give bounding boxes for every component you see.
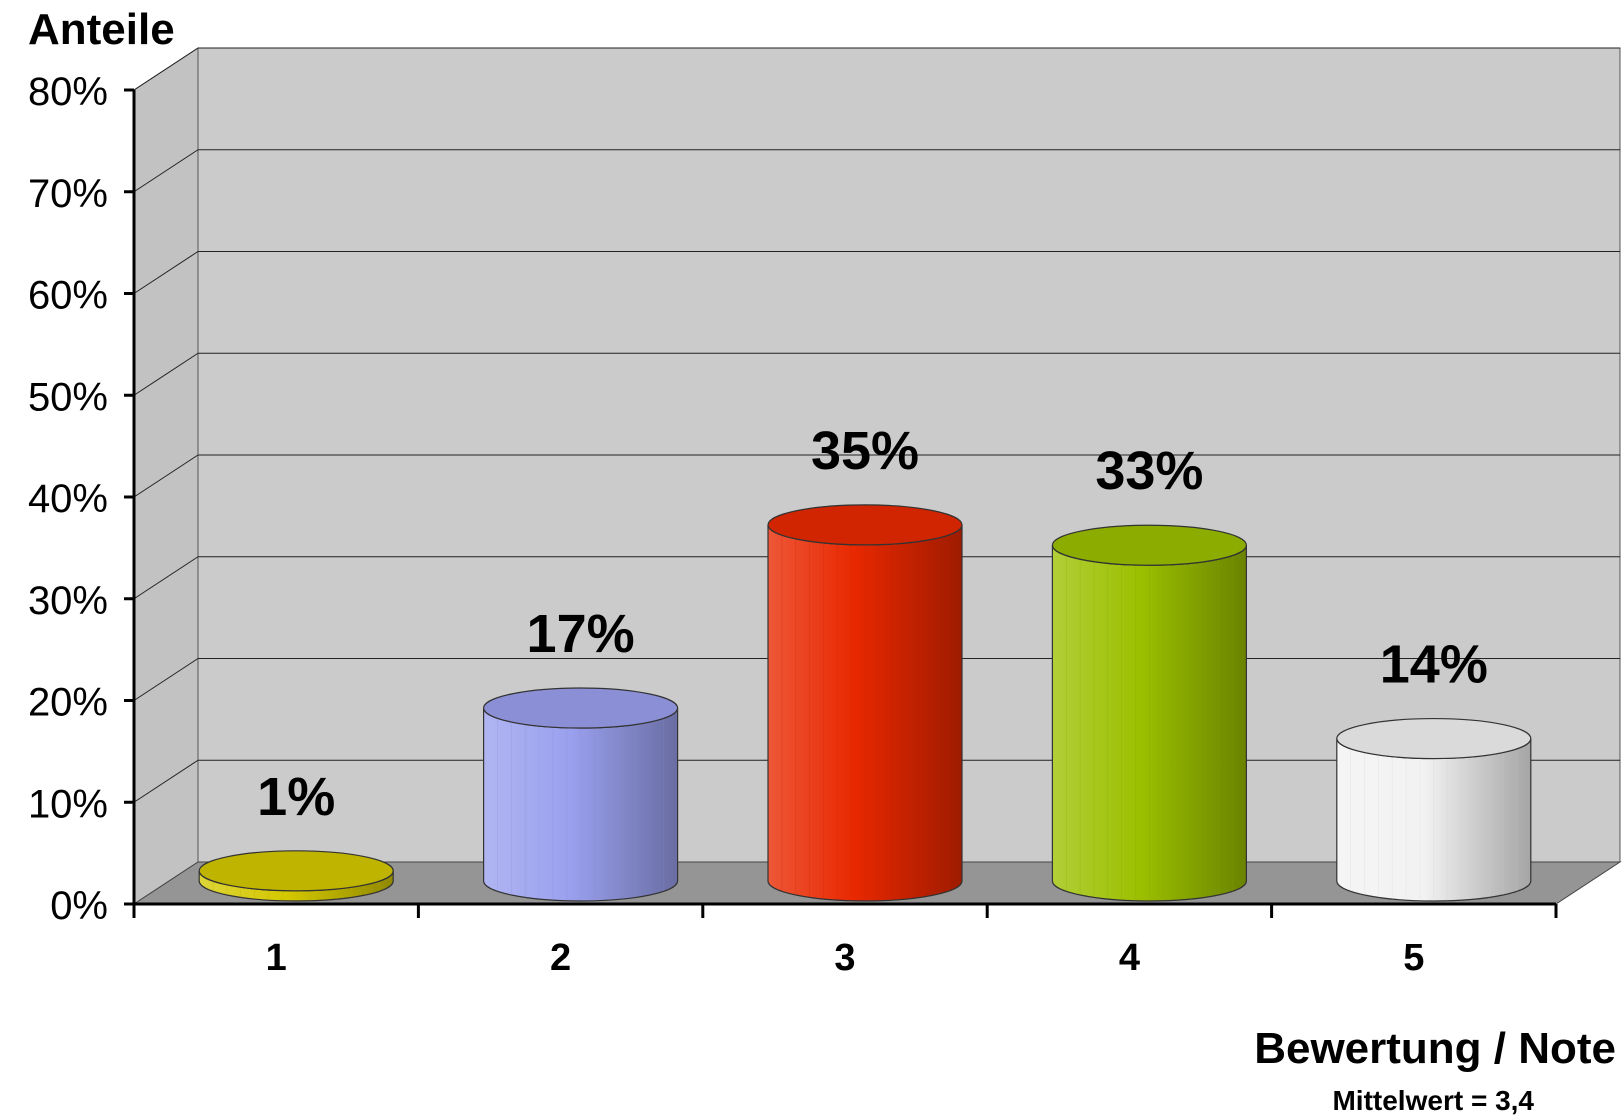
y-axis: 0% 10% 20% 30% 40% 50% 60% 70% 80%	[28, 70, 134, 928]
x-tick-label: 1	[266, 937, 287, 979]
bar-top	[768, 505, 962, 545]
y-tick-label: 50%	[28, 375, 108, 419]
bar-4	[1052, 525, 1246, 901]
x-tick-label: 4	[1119, 937, 1140, 979]
y-tick-label: 70%	[28, 172, 108, 216]
bar-top	[1337, 719, 1531, 759]
y-tick-label: 0%	[50, 884, 108, 928]
value-label: 33%	[1095, 441, 1203, 501]
x-axis: 1 2 3 4 5	[134, 904, 1556, 979]
y-tick-label: 60%	[28, 274, 108, 318]
value-label: 17%	[527, 604, 635, 664]
y-axis-title: Anteile	[28, 5, 175, 54]
bar-top	[484, 688, 678, 728]
bar-5	[1337, 719, 1531, 901]
bar-1	[199, 851, 393, 901]
x-axis-title: Bewertung / Note	[1254, 1024, 1616, 1073]
bar-3	[768, 505, 962, 901]
bar-top	[199, 851, 393, 891]
x-tick-label: 5	[1403, 937, 1424, 979]
x-tick-label: 2	[550, 937, 571, 979]
bar-top	[1052, 525, 1246, 565]
bar-2	[484, 688, 678, 901]
chart-subtitle: Mittelwert = 3,4	[1332, 1085, 1534, 1115]
y-tick-label: 20%	[28, 681, 108, 725]
y-tick-label: 30%	[28, 579, 108, 623]
y-tick-label: 80%	[28, 70, 108, 114]
value-label: 35%	[811, 421, 919, 481]
y-tick-label: 10%	[28, 782, 108, 826]
x-tick-label: 3	[834, 937, 855, 979]
value-label: 14%	[1380, 635, 1488, 695]
value-label: 1%	[257, 767, 335, 827]
y-tick-label: 40%	[28, 477, 108, 521]
